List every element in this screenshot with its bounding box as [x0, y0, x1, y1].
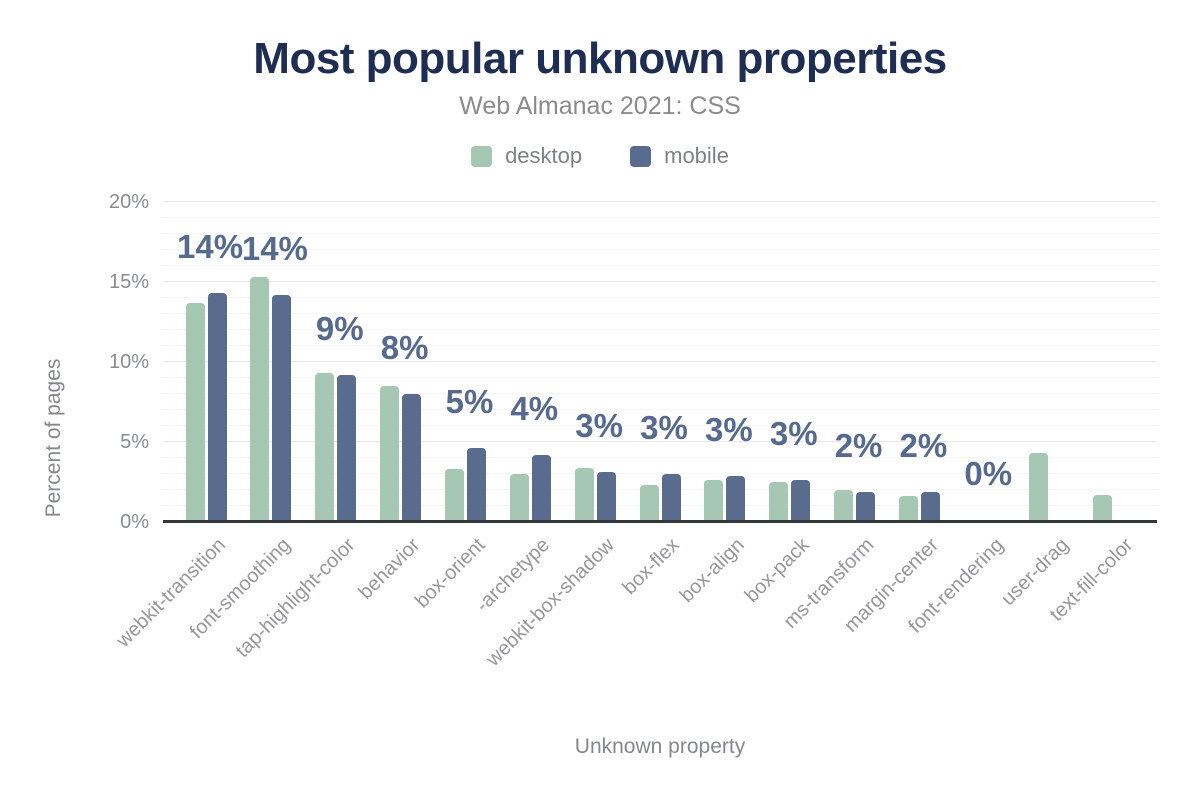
bar-mobile-box-orient[interactable] [466, 448, 486, 522]
minor-gridline [163, 505, 1157, 506]
legend-item-mobile[interactable]: mobile [630, 143, 729, 169]
data-label-box-pack: 3% [769, 415, 818, 453]
bar-mobile-ms-transform[interactable] [856, 491, 876, 522]
bar-desktop-box-align[interactable] [704, 480, 724, 522]
major-gridline [163, 441, 1157, 442]
minor-gridline [163, 297, 1157, 298]
minor-gridline [163, 249, 1157, 250]
bar-mobile-box-align[interactable] [726, 475, 746, 522]
data-label-box-align: 3% [704, 410, 753, 448]
minor-gridline [163, 489, 1157, 490]
x-axis-line [163, 520, 1157, 523]
y-tick-label: 15% [108, 271, 149, 293]
bar-mobile-webkit-transition[interactable] [207, 293, 227, 522]
legend-label-desktop: desktop [505, 143, 583, 168]
bar-desktop-margin-center[interactable] [898, 496, 918, 522]
bar-desktop-box-flex[interactable] [639, 485, 659, 522]
data-label-tap-highlight-color: 9% [315, 309, 364, 347]
minor-gridline [163, 313, 1157, 314]
legend: desktop mobile [0, 143, 1200, 169]
data-label-margin-center: 2% [899, 426, 948, 464]
x-tick-label-text: box-flex [618, 534, 684, 600]
desktop-swatch-icon [471, 145, 493, 167]
minor-gridline [163, 457, 1157, 458]
minor-gridline [163, 393, 1157, 394]
x-axis-title: Unknown property [574, 735, 746, 758]
major-gridline [163, 281, 1157, 282]
bar-mobile-margin-center[interactable] [920, 491, 940, 522]
data-label-behavior: 8% [380, 329, 429, 366]
data-label-font-smoothing: 14% [241, 229, 308, 267]
minor-gridline [163, 409, 1157, 410]
chart-subtitle: Web Almanac 2021: CSS [459, 92, 741, 120]
x-tick-label-text: box-align [675, 534, 749, 607]
data-label-ms-transform: 2% [834, 426, 883, 464]
bar-desktop-behavior[interactable] [380, 386, 400, 522]
minor-gridline [163, 265, 1157, 266]
y-axis-title: Percent of pages [42, 358, 65, 518]
minor-gridline [163, 425, 1157, 426]
bar-desktop-font-smoothing[interactable] [250, 277, 270, 522]
bar-desktop--archetype[interactable] [509, 474, 529, 522]
bar-desktop-webkit-box-shadow[interactable] [574, 467, 594, 522]
minor-gridline [163, 377, 1157, 378]
bar-mobile-box-flex[interactable] [661, 474, 681, 522]
minor-gridline [163, 473, 1157, 474]
bar-desktop-webkit-transition[interactable] [185, 302, 205, 522]
y-tick-label: 10% [108, 351, 149, 373]
mobile-swatch-icon [630, 145, 652, 167]
bar-mobile-webkit-box-shadow[interactable] [596, 472, 616, 522]
minor-gridline [163, 217, 1157, 218]
plot-area: 0% 5% 10% 15% 20% 14% webkit-transition 14% font… [109, 182, 1157, 671]
minor-gridline [163, 345, 1157, 346]
data-label-box-orient: 5% [445, 383, 494, 421]
bar-mobile--archetype[interactable] [531, 454, 551, 522]
data-label--archetype: 4% [510, 389, 559, 427]
major-gridline [163, 361, 1157, 362]
bar-mobile-box-pack[interactable] [791, 480, 811, 522]
x-tick-label-text: tap-highlight-color [231, 534, 360, 662]
bar-desktop-box-pack[interactable] [769, 482, 789, 522]
y-tick-label: 5% [120, 431, 149, 453]
y-tick-label: 0% [120, 511, 149, 533]
bar-desktop-ms-transform[interactable] [834, 490, 854, 522]
legend-item-desktop[interactable]: desktop [471, 143, 582, 169]
data-label-box-flex: 3% [640, 409, 688, 446]
bar-mobile-behavior[interactable] [402, 394, 422, 522]
bar-desktop-tap-highlight-color[interactable] [315, 373, 335, 522]
x-tick-label-text: webkit-transition [111, 534, 230, 652]
data-label-webkit-box-shadow: 3% [575, 407, 623, 445]
major-gridline [163, 201, 1157, 202]
chart-title: Most popular unknown properties [253, 34, 947, 83]
bar-desktop-box-orient[interactable] [444, 469, 464, 522]
bar-mobile-tap-highlight-color[interactable] [337, 374, 357, 522]
minor-gridline [163, 329, 1157, 330]
bar-mobile-font-smoothing[interactable] [272, 294, 292, 522]
y-tick-label: 20% [108, 191, 149, 213]
data-label-webkit-transition: 14% [176, 228, 244, 266]
bar-desktop-user-drag[interactable] [1028, 453, 1048, 522]
legend-label-mobile: mobile [664, 143, 729, 168]
data-label-font-rendering: 0% [964, 454, 1013, 492]
minor-gridline [163, 233, 1157, 234]
bar-desktop-text-fill-color[interactable] [1093, 494, 1113, 522]
x-tick-label-text: webkit-box-shadow [482, 534, 619, 671]
